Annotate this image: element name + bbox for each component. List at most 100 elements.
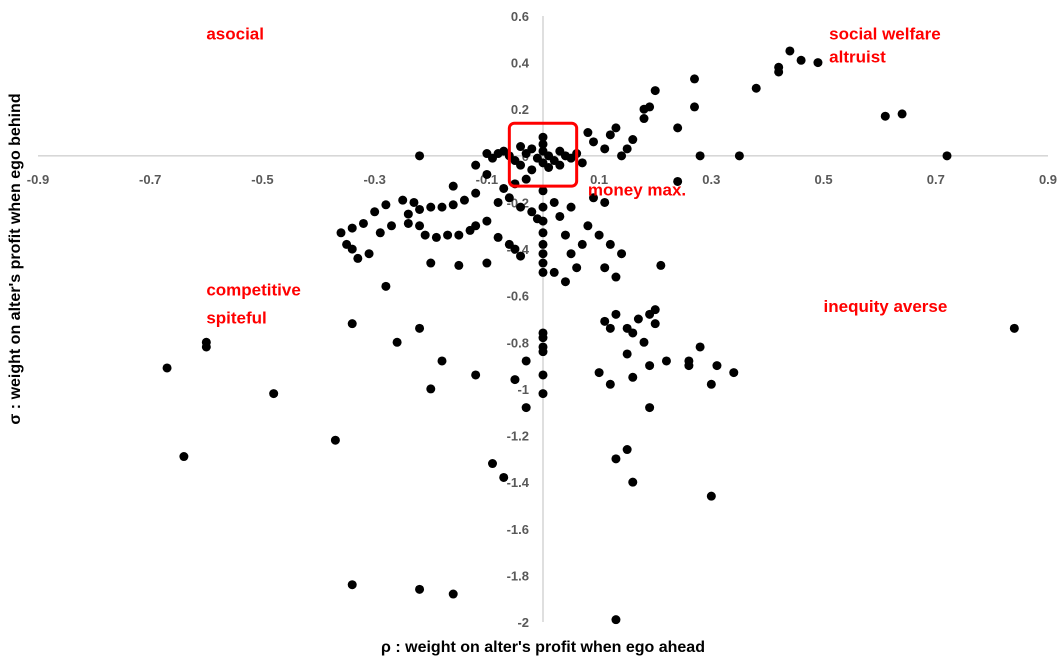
- y-tick-label: 0.2: [511, 102, 529, 117]
- data-point: [499, 183, 509, 193]
- data-point: [347, 223, 357, 233]
- data-point: [454, 230, 464, 240]
- data-point: [398, 195, 408, 205]
- data-point: [516, 142, 526, 152]
- data-point: [650, 86, 660, 96]
- data-point: [392, 337, 402, 347]
- data-point: [897, 109, 907, 119]
- data-point: [605, 239, 615, 249]
- data-point: [437, 202, 447, 212]
- data-point: [751, 83, 761, 93]
- data-point: [566, 249, 576, 259]
- data-point: [347, 319, 357, 329]
- data-point: [516, 251, 526, 261]
- data-point: [538, 186, 548, 196]
- data-point: [690, 102, 699, 112]
- data-point: [611, 309, 621, 319]
- data-point: [695, 151, 705, 161]
- data-point: [409, 197, 419, 207]
- data-point: [347, 580, 357, 590]
- data-point: [448, 181, 458, 191]
- annotation-label: altruist: [829, 48, 886, 67]
- data-point: [471, 188, 481, 198]
- data-point: [622, 349, 632, 359]
- data-point: [706, 491, 716, 501]
- x-tick-labels: -0.9 -0.7 -0.5 -0.3 -0.1 0.1 0.3 0.5 0.7 0.9: [27, 172, 1057, 187]
- data-point: [521, 149, 531, 159]
- data-point: [471, 370, 481, 380]
- data-point: [415, 151, 425, 161]
- data-point: [633, 314, 643, 324]
- data-point: [544, 163, 554, 172]
- data-point: [482, 216, 492, 226]
- data-point: [521, 403, 531, 413]
- data-point: [538, 347, 548, 357]
- data-point: [482, 169, 492, 179]
- data-point: [600, 197, 610, 207]
- annotation-label: money max.: [588, 180, 686, 199]
- data-point: [415, 204, 425, 214]
- x-tick-label: -0.5: [251, 172, 273, 187]
- data-point: [605, 323, 615, 333]
- money-max-highlight-box: [507, 121, 579, 188]
- data-point: [426, 202, 436, 212]
- data-point: [516, 202, 526, 212]
- data-point: [493, 197, 503, 207]
- y-tick-label: -1.4: [507, 475, 530, 490]
- data-point: [448, 200, 458, 210]
- annotation-label: spiteful: [206, 309, 266, 328]
- data-point: [650, 319, 660, 329]
- data-point: [426, 384, 436, 394]
- data-point: [549, 267, 559, 277]
- x-tick-label: 0.9: [1039, 172, 1057, 187]
- data-point: [448, 589, 458, 599]
- x-axis-title: ρ : weight on alter's profit when ego ah…: [381, 639, 705, 656]
- data-point: [774, 67, 784, 77]
- x-tick-label: 0.1: [590, 172, 608, 187]
- data-point: [330, 435, 340, 445]
- y-tick-label: -1.6: [507, 522, 529, 537]
- data-point: [538, 202, 548, 212]
- data-point: [639, 337, 649, 347]
- data-point: [611, 615, 621, 625]
- y-tick-label: -1.2: [507, 429, 529, 444]
- x-tick-label: -0.3: [363, 172, 385, 187]
- data-point: [431, 232, 441, 242]
- data-point: [538, 239, 548, 249]
- y-tick-label: 0.6: [511, 9, 529, 24]
- data-point: [605, 130, 615, 140]
- data-point: [336, 228, 346, 238]
- data-point: [673, 123, 683, 133]
- data-point: [538, 258, 548, 268]
- data-point: [538, 389, 548, 399]
- annotation-label: competitive: [206, 281, 300, 300]
- annotation-label: social welfare: [829, 24, 941, 43]
- data-point: [617, 249, 627, 259]
- data-point: [510, 375, 520, 385]
- data-point: [488, 459, 497, 469]
- data-point: [538, 370, 548, 380]
- data-point: [577, 158, 587, 168]
- data-point: [538, 139, 548, 149]
- data-point: [527, 165, 537, 175]
- data-point: [785, 46, 795, 56]
- data-point: [538, 267, 548, 277]
- data-point: [510, 244, 520, 254]
- data-point: [538, 216, 548, 226]
- data-point: [600, 316, 610, 326]
- data-point: [555, 211, 565, 221]
- data-point: [420, 230, 430, 240]
- data-point: [628, 135, 638, 145]
- x-tick-label: -0.7: [139, 172, 161, 187]
- data-point: [734, 151, 744, 161]
- data-point: [611, 454, 621, 464]
- data-point: [459, 195, 469, 205]
- data-point: [661, 356, 671, 366]
- data-point: [538, 249, 548, 259]
- y-tick-label: -1: [517, 382, 529, 397]
- data-point: [403, 209, 413, 219]
- data-point: [560, 277, 570, 287]
- data-point: [594, 368, 604, 378]
- data-point: [538, 132, 548, 142]
